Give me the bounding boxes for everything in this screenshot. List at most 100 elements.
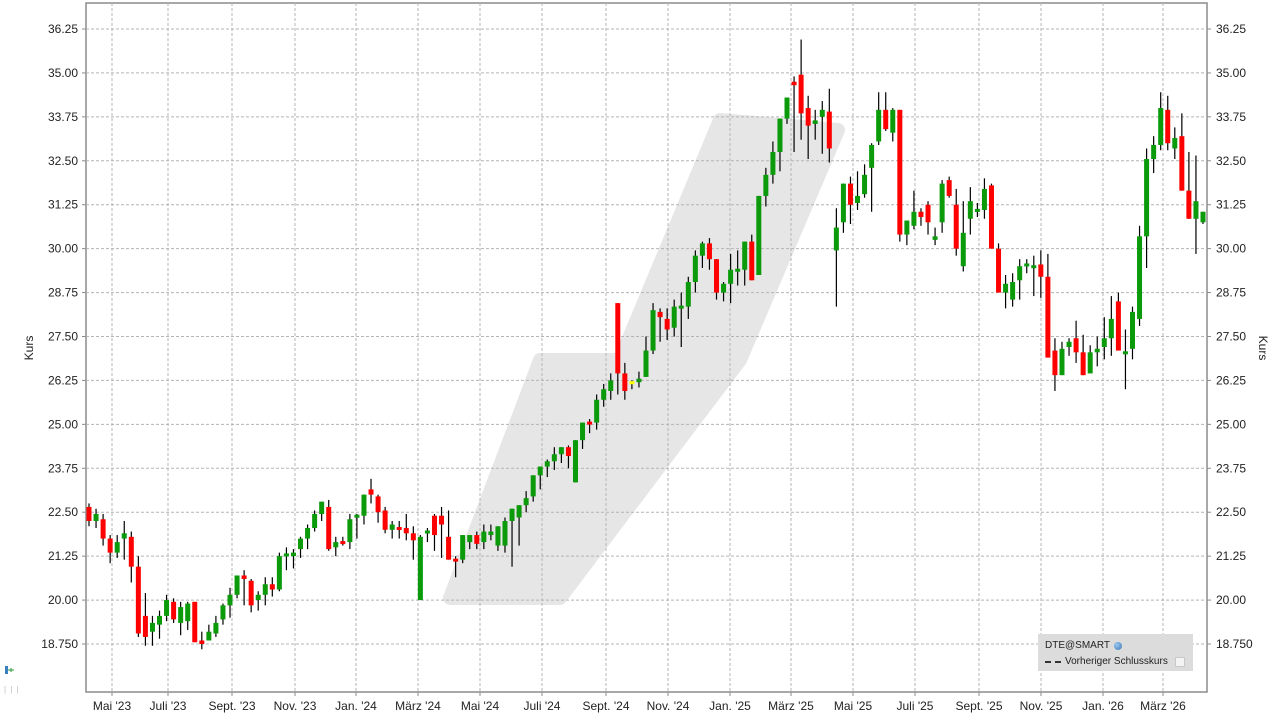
candle[interactable] <box>178 607 184 623</box>
candle[interactable] <box>481 531 487 543</box>
candle[interactable] <box>1003 283 1009 293</box>
candle[interactable] <box>192 601 198 643</box>
candle[interactable] <box>107 538 113 553</box>
candle[interactable] <box>678 305 684 309</box>
candle[interactable] <box>833 227 839 251</box>
candle[interactable] <box>1059 348 1065 376</box>
candle[interactable] <box>981 188 987 210</box>
candle[interactable] <box>664 318 670 330</box>
candle[interactable] <box>1101 338 1107 348</box>
candle[interactable] <box>728 269 734 284</box>
candle[interactable] <box>897 109 903 235</box>
candle[interactable] <box>206 631 212 641</box>
candle[interactable] <box>128 536 134 567</box>
candle[interactable] <box>389 524 395 530</box>
candle[interactable] <box>876 109 882 142</box>
candle[interactable] <box>763 174 769 196</box>
globe-icon[interactable] <box>1113 641 1122 650</box>
candle[interactable] <box>544 461 550 467</box>
candle[interactable] <box>431 515 437 536</box>
candle[interactable] <box>798 74 804 114</box>
candle[interactable] <box>890 109 896 133</box>
candle[interactable] <box>1122 351 1128 355</box>
candle[interactable] <box>565 447 571 456</box>
candle[interactable] <box>298 538 304 550</box>
candle[interactable] <box>319 501 325 514</box>
candle[interactable] <box>1010 282 1016 300</box>
candle[interactable] <box>403 528 409 534</box>
candle[interactable] <box>199 640 205 644</box>
candle[interactable] <box>396 527 402 531</box>
candle[interactable] <box>988 185 994 249</box>
candle[interactable] <box>1115 301 1121 351</box>
candle[interactable] <box>488 531 494 536</box>
candle[interactable] <box>735 268 741 272</box>
candle[interactable] <box>1087 352 1093 374</box>
candle[interactable] <box>467 535 473 543</box>
candle[interactable] <box>241 575 247 579</box>
candle[interactable] <box>770 152 776 175</box>
candle[interactable] <box>361 494 367 516</box>
candle[interactable] <box>847 183 853 205</box>
candle[interactable] <box>1137 236 1143 319</box>
candle[interactable] <box>410 533 416 541</box>
candle[interactable] <box>1031 265 1037 269</box>
candle[interactable] <box>340 541 346 545</box>
candle[interactable] <box>1172 137 1178 149</box>
candle[interactable] <box>1165 109 1171 144</box>
candle[interactable] <box>262 584 268 595</box>
candle[interactable] <box>636 378 642 383</box>
candle[interactable] <box>939 183 945 223</box>
candle[interactable] <box>756 195 762 275</box>
candle[interactable] <box>86 506 92 521</box>
candle[interactable] <box>1045 276 1051 358</box>
candle[interactable] <box>523 498 529 506</box>
candle[interactable] <box>643 350 649 377</box>
candle[interactable] <box>911 211 917 226</box>
candle[interactable] <box>1066 341 1072 348</box>
candle[interactable] <box>967 201 973 219</box>
candle[interactable] <box>248 580 254 606</box>
candle[interactable] <box>1108 318 1114 339</box>
candle[interactable] <box>692 255 698 283</box>
candle[interactable] <box>269 584 275 590</box>
legend-instrument[interactable]: DTE@SMART <box>1045 640 1122 651</box>
candle[interactable] <box>819 109 825 117</box>
candle[interactable] <box>1094 348 1100 353</box>
candle[interactable] <box>276 556 282 590</box>
candle[interactable] <box>840 183 846 223</box>
candle[interactable] <box>650 310 656 351</box>
candle[interactable] <box>530 475 536 497</box>
candle[interactable] <box>93 513 99 521</box>
candle[interactable] <box>601 389 607 400</box>
candle[interactable] <box>171 601 177 620</box>
candle[interactable] <box>283 553 289 557</box>
bar-tool-icon[interactable]: | | | <box>4 685 20 694</box>
candle[interactable] <box>953 204 959 249</box>
candle[interactable] <box>424 530 430 534</box>
candle[interactable] <box>326 506 332 550</box>
candle[interactable] <box>1038 264 1044 277</box>
candle[interactable] <box>629 381 635 385</box>
candle[interactable] <box>1186 190 1192 219</box>
candle[interactable] <box>1200 211 1206 223</box>
candle[interactable] <box>883 109 889 130</box>
candle[interactable] <box>135 566 141 634</box>
candle[interactable] <box>347 519 353 543</box>
candle[interactable] <box>227 594 233 606</box>
candle[interactable] <box>685 282 691 307</box>
candle[interactable] <box>213 622 219 634</box>
candle[interactable] <box>904 220 910 235</box>
candle[interactable] <box>1144 159 1150 237</box>
candle[interactable] <box>777 118 783 152</box>
candle[interactable] <box>516 505 522 518</box>
candle[interactable] <box>960 232 966 267</box>
candle[interactable] <box>706 243 712 260</box>
candle[interactable] <box>918 211 924 218</box>
candle[interactable] <box>185 603 191 622</box>
candle[interactable] <box>460 535 466 560</box>
candle[interactable] <box>587 421 593 425</box>
candle[interactable] <box>862 174 868 195</box>
candle[interactable] <box>996 248 1002 293</box>
candle[interactable] <box>1129 311 1135 349</box>
